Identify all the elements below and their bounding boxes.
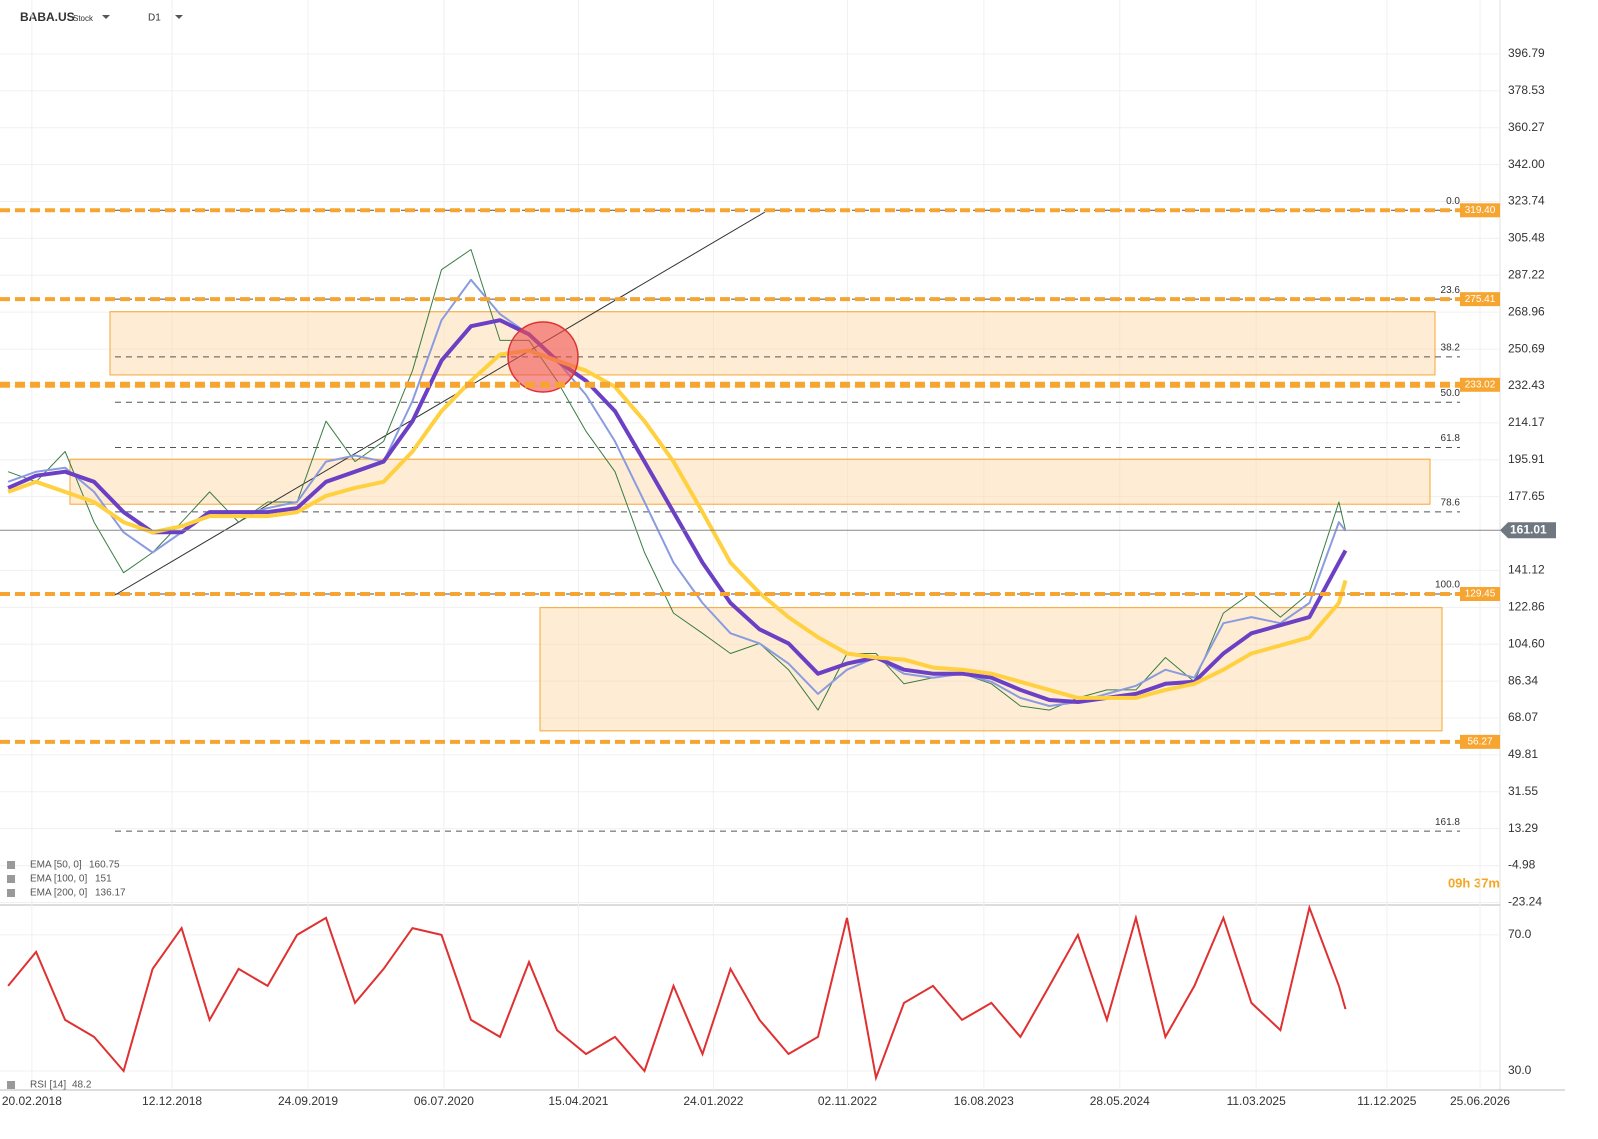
instrument-type: Stock (73, 14, 94, 23)
y-tick-label: 268.96 (1508, 304, 1545, 318)
highlight-circle (507, 321, 579, 393)
legend-name: EMA [50, 0] (30, 860, 82, 871)
level-tag (1460, 203, 1500, 218)
x-tick-label: 15.04.2021 (548, 1094, 608, 1108)
x-tick-label: 20.02.2018 (2, 1094, 62, 1108)
dropdown-icon[interactable] (175, 15, 183, 19)
x-tick-label: 12.12.2018 (142, 1094, 202, 1108)
y-tick-label: 13.29 (1508, 821, 1538, 835)
level-label: 129.45 (1465, 589, 1496, 600)
rsi-line (7, 904, 1347, 1082)
y-tick-label: 49.81 (1508, 747, 1538, 761)
y-tick-label: 86.34 (1508, 673, 1538, 687)
x-tick-label: 24.01.2022 (683, 1094, 743, 1108)
x-tick-label: 25.06.2026 (1450, 1094, 1510, 1108)
legend-value: 160.75 (89, 860, 120, 871)
fib-label: 50.0 (1441, 388, 1461, 399)
fib-label: 23.6 (1441, 285, 1461, 296)
x-tick-label: 02.11.2022 (818, 1094, 877, 1108)
legend-name: EMA [200, 0] (30, 888, 87, 899)
x-tick-label: 16.08.2023 (954, 1094, 1014, 1108)
level-tag (1460, 292, 1500, 307)
zone (109, 311, 1436, 376)
current-price-label: 161.01 (1510, 522, 1547, 536)
legend-value: 151 (95, 874, 112, 885)
y-tick-label: 70.0 (1508, 927, 1532, 941)
y-tick-label: 122.86 (1508, 599, 1545, 613)
current-price-tag (1500, 522, 1556, 539)
y-tick-label: 378.53 (1508, 83, 1545, 97)
ema-line (7, 348, 1348, 700)
y-tick-label: 141.12 (1508, 563, 1545, 577)
y-tick-label: 104.60 (1508, 636, 1545, 650)
y-tick-label: -4.98 (1508, 858, 1536, 872)
symbol[interactable]: BABA.US (20, 10, 75, 24)
y-tick-label: 287.22 (1508, 267, 1545, 281)
level-tag (1460, 587, 1500, 602)
level-label: 275.41 (1465, 294, 1496, 305)
y-tick-label: 396.79 (1508, 46, 1545, 60)
y-tick-label: 30.0 (1508, 1063, 1532, 1077)
level-label: 319.40 (1465, 205, 1496, 216)
y-tick-label: 360.27 (1508, 120, 1545, 134)
level-label: 233.02 (1465, 379, 1496, 390)
x-tick-label: 11.03.2025 (1227, 1094, 1286, 1108)
fib-label: 100.0 (1435, 580, 1460, 591)
y-tick-label: -23.24 (1508, 895, 1542, 909)
y-tick-label: 250.69 (1508, 341, 1545, 355)
fib-label: 161.8 (1435, 817, 1460, 828)
x-tick-label: 06.07.2020 (414, 1094, 474, 1108)
x-tick-label: 28.05.2024 (1090, 1094, 1150, 1108)
level-label: 56.27 (1467, 736, 1492, 747)
y-tick-label: 177.65 (1508, 489, 1545, 503)
legend-icon (7, 875, 15, 883)
y-tick-label: 323.74 (1508, 194, 1545, 208)
legend-name: RSI [14] (30, 1080, 66, 1091)
y-tick-label: 214.17 (1508, 415, 1545, 429)
y-tick-label: 232.43 (1508, 378, 1545, 392)
ema-line (7, 318, 1348, 704)
legend-icon (7, 861, 15, 869)
level-tag (1460, 734, 1500, 749)
zone (69, 458, 1431, 505)
y-tick-label: 305.48 (1508, 231, 1545, 245)
timeframe[interactable]: D1 (148, 13, 161, 24)
fib-label: 38.2 (1441, 343, 1461, 354)
countdown: 09h 37m (1448, 875, 1500, 890)
dropdown-icon[interactable] (102, 15, 110, 19)
level-tag (1460, 377, 1500, 392)
x-tick-label: 11.12.2025 (1357, 1094, 1416, 1108)
legend-icon (7, 1081, 15, 1089)
legend-value: 48.2 (72, 1080, 92, 1091)
legend-name: EMA [100, 0] (30, 874, 87, 885)
zone (539, 607, 1443, 732)
y-tick-label: 31.55 (1508, 784, 1538, 798)
y-tick-label: 342.00 (1508, 157, 1545, 171)
fib-label: 61.8 (1441, 433, 1461, 444)
y-tick-label: 68.07 (1508, 710, 1538, 724)
legend-value: 136.17 (95, 888, 126, 899)
fib-label: 78.6 (1441, 498, 1461, 509)
fib-label: 0.0 (1446, 196, 1460, 207)
trend-line (114, 211, 766, 596)
legend-icon (7, 889, 15, 897)
x-tick-label: 24.09.2019 (278, 1094, 338, 1108)
y-tick-label: 195.91 (1508, 452, 1545, 466)
